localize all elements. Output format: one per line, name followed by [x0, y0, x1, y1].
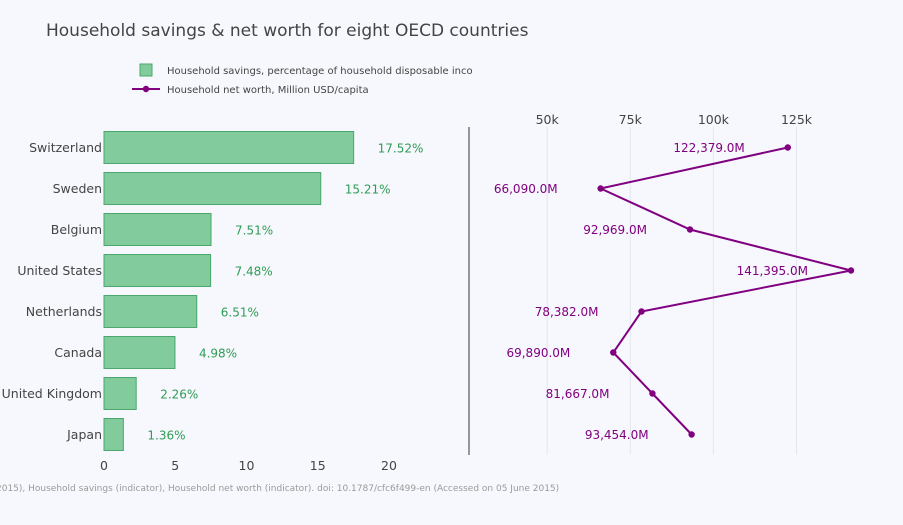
- bar-united-states: [103, 254, 212, 287]
- networth-point-belgium: [686, 226, 694, 233]
- bar-japan: [103, 418, 124, 451]
- networth-value-label-united-states: 141,395.0M: [737, 264, 808, 278]
- legend[interactable]: Household savings, percentage of househo…: [132, 63, 473, 96]
- chart-title: Household savings & net worth for eight …: [46, 21, 529, 41]
- networth-value-label-netherlands: 78,382.0M: [535, 305, 599, 319]
- bar-value-label-belgium: 7.51%: [235, 224, 273, 238]
- networth-point-canada: [610, 349, 617, 356]
- networth-point-united-kingdom: [649, 390, 656, 397]
- legend-label-networth: Household net worth, Million USD/capita: [167, 85, 369, 96]
- category-label-united-states: United States: [17, 263, 102, 278]
- bar-sweden: [103, 172, 322, 205]
- bar-value-label-netherlands: 6.51%: [221, 306, 259, 320]
- category-label-netherlands: Netherlands: [26, 304, 102, 319]
- bar-value-label-canada: 4.98%: [199, 347, 237, 361]
- networth-value-label-belgium: 92,969.0M: [583, 223, 647, 237]
- source-note: 2015), Household savings (indicator), Ho…: [0, 484, 559, 494]
- x-tick-label-networth: 100k: [698, 112, 730, 127]
- networth-series-line: [597, 146, 852, 436]
- x-tick-label-savings: 15: [310, 458, 326, 473]
- x-tick-label-savings: 0: [100, 458, 108, 473]
- x-tick-label-savings: 10: [239, 458, 255, 473]
- networth-value-label-japan: 93,454.0M: [585, 428, 649, 442]
- legend-swatch-savings: [139, 63, 153, 77]
- x-tick-label-savings: 5: [171, 458, 179, 473]
- networth-point-united-states: [847, 267, 855, 274]
- networth-value-label-sweden: 66,090.0M: [494, 182, 558, 196]
- networth-point-japan: [688, 431, 695, 438]
- x-tick-label-networth: 50k: [536, 112, 560, 127]
- savings-bar-panel: Switzerland 17.52% Sweden 15.21% Belgium 7.51…: [2, 131, 424, 473]
- category-label-japan: Japan: [66, 427, 102, 442]
- bar-switzerland: [103, 131, 355, 164]
- legend-marker-networth: [142, 85, 150, 93]
- x-tick-label-savings: 20: [381, 458, 397, 473]
- x-tick-label-networth: 75k: [619, 112, 643, 127]
- category-label-united-kingdom: United Kingdom: [2, 386, 102, 401]
- networth-line-panel: 50k 75k 100k 125k 122,379.0M 66,090.0M 92,969.…: [494, 112, 855, 455]
- networth-value-label-switzerland: 122,379.0M: [673, 141, 744, 155]
- bar-value-label-japan: 1.36%: [147, 429, 185, 443]
- networth-point-switzerland: [784, 144, 791, 151]
- category-label-sweden: Sweden: [53, 181, 102, 196]
- bar-united-kingdom: [103, 377, 137, 410]
- bar-value-label-switzerland: 17.52%: [378, 142, 424, 156]
- bar-value-label-sweden: 15.21%: [345, 183, 391, 197]
- legend-label-savings: Household savings, percentage of househo…: [167, 66, 473, 77]
- category-label-switzerland: Switzerland: [29, 140, 102, 155]
- networth-point-netherlands: [638, 308, 645, 315]
- x-tick-label-networth: 125k: [781, 112, 813, 127]
- networth-value-label-canada: 69,890.0M: [506, 346, 570, 360]
- bar-value-label-united-states: 7.48%: [235, 265, 273, 279]
- category-label-canada: Canada: [54, 345, 102, 360]
- category-label-belgium: Belgium: [51, 222, 102, 237]
- bar-canada: [103, 336, 176, 369]
- bar-netherlands: [103, 295, 198, 328]
- bar-value-label-united-kingdom: 2.26%: [160, 388, 198, 402]
- networth-value-label-united-kingdom: 81,667.0M: [546, 387, 610, 401]
- bar-belgium: [103, 213, 212, 246]
- networth-point-sweden: [597, 185, 604, 192]
